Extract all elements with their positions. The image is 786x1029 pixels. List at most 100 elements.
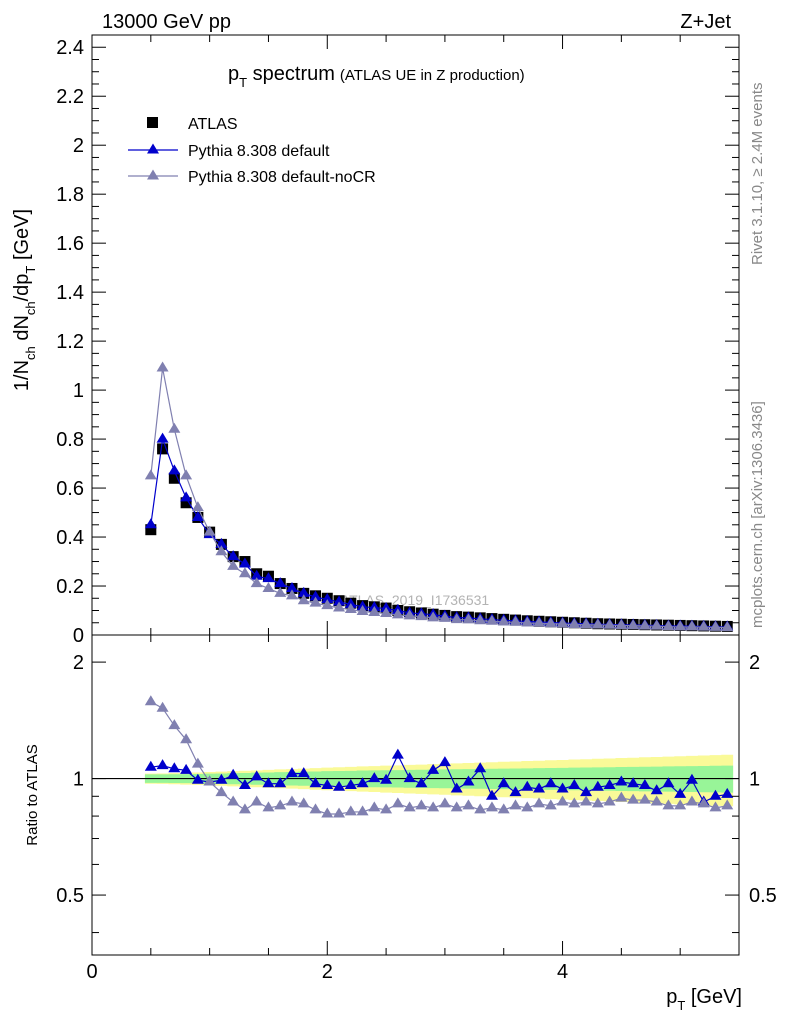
ratio-marker-pythia-8-308-default-nocr xyxy=(603,795,616,806)
ylabel-b: dN xyxy=(11,315,33,346)
marker-pythia-8-308-default-nocr xyxy=(709,620,722,631)
legend-atlas-label: ATLAS xyxy=(188,116,238,133)
ratio-y-tick-label: 2 xyxy=(73,652,84,674)
chart-title: pT spectrum (ATLAS UE in Z production) xyxy=(228,63,525,90)
main-series-layer xyxy=(144,361,734,632)
ratio-marker-pythia-8-308-default xyxy=(180,763,193,774)
ratio-marker-pythia-8-308-default-nocr xyxy=(674,799,687,810)
ratio-marker-pythia-8-308-default-nocr xyxy=(344,805,357,816)
marker-pythia-8-308-default-nocr xyxy=(344,603,357,614)
ratio-marker-pythia-8-308-default-nocr xyxy=(438,797,451,808)
marker-pythia-8-308-default xyxy=(250,569,263,580)
ratio-marker-pythia-8-308-default-nocr xyxy=(156,701,169,712)
ratio-y-tick-label-right: 0.5 xyxy=(749,885,777,907)
ratio-marker-pythia-8-308-default xyxy=(474,762,487,773)
ratio-marker-pythia-8-308-default-nocr xyxy=(521,801,534,812)
marker-pythia-8-308-default-nocr xyxy=(533,616,546,627)
ylabel-a: 1/N xyxy=(11,360,33,391)
ratio-marker-pythia-8-308-default xyxy=(415,777,428,788)
ratio-marker-pythia-8-308-default xyxy=(274,777,287,788)
ratio-marker-pythia-8-308-default xyxy=(544,777,557,788)
ratio-marker-pythia-8-308-default xyxy=(662,777,675,788)
main-y-tick-label: 2 xyxy=(73,135,84,157)
marker-pythia-8-308-default-nocr xyxy=(627,619,640,630)
ratio-marker-pythia-8-308-default-nocr xyxy=(285,795,298,806)
main-y-tick-label: 1 xyxy=(73,380,84,402)
main-y-tick-label: 0 xyxy=(73,625,84,647)
ratio-marker-pythia-8-308-default-nocr xyxy=(321,807,334,818)
marker-pythia-8-308-default-nocr xyxy=(391,608,404,619)
ratio-marker-pythia-8-308-default xyxy=(485,789,498,800)
marker-pythia-8-308-default-nocr xyxy=(333,601,346,612)
marker-pythia-8-308-default xyxy=(333,595,346,606)
main-panel: 00.20.40.60.811.21.41.61.822.22.4 ATLAS_… xyxy=(11,34,740,647)
marker-pythia-8-308-default-nocr xyxy=(403,609,416,620)
marker-pythia-8-308-default xyxy=(274,577,287,588)
ratio-marker-pythia-8-308-default xyxy=(321,778,334,789)
marker-pythia-8-308-default-nocr xyxy=(238,567,251,578)
marker-pythia-8-308-default-nocr xyxy=(156,361,169,372)
ratio-marker-pythia-8-308-default xyxy=(309,777,322,788)
ratio-marker-pythia-8-308-default-nocr xyxy=(180,733,193,744)
legend: ATLAS Pythia 8.308 default Pythia 8.308 … xyxy=(128,116,376,186)
marker-atlas xyxy=(180,497,192,509)
ratio-marker-pythia-8-308-default xyxy=(533,782,546,793)
marker-pythia-8-308-default-nocr xyxy=(191,501,204,512)
ratio-y-axis: 0.5 0.5 1 1 2 2 xyxy=(56,652,777,934)
marker-pythia-8-308-default-nocr xyxy=(650,619,663,630)
ratio-marker-pythia-8-308-default-nocr xyxy=(721,799,734,810)
ylabel-b-sub: ch xyxy=(23,301,38,315)
ratio-marker-pythia-8-308-default-nocr xyxy=(144,695,157,706)
ratio-marker-pythia-8-308-default xyxy=(191,773,204,784)
ratio-marker-pythia-8-308-default xyxy=(333,780,346,791)
main-y-tick-label: 1.8 xyxy=(56,184,84,206)
ratio-marker-pythia-8-308-default-nocr xyxy=(509,799,522,810)
main-y-tick-label: 0.2 xyxy=(56,576,84,598)
marker-pythia-8-308-default-nocr xyxy=(168,422,181,433)
marker-pythia-8-308-default-nocr xyxy=(685,620,698,631)
xlabel-rest: [GeV] xyxy=(685,986,742,1008)
ratio-y-tick-label-right: 1 xyxy=(749,769,760,791)
ratio-marker-pythia-8-308-default-nocr xyxy=(215,786,228,797)
ratio-marker-pythia-8-308-default-nocr xyxy=(415,799,428,810)
ratio-marker-pythia-8-308-default-nocr xyxy=(356,805,369,816)
marker-pythia-8-308-default-nocr xyxy=(521,616,534,627)
title-note: (ATLAS UE in Z production) xyxy=(340,67,525,84)
ratio-marker-pythia-8-308-default-nocr xyxy=(556,795,569,806)
marker-pythia-8-308-default-nocr xyxy=(580,618,593,629)
marker-pythia-8-308-default-nocr xyxy=(544,617,557,628)
marker-pythia-8-308-default-nocr xyxy=(215,545,228,556)
ratio-marker-pythia-8-308-default xyxy=(462,775,475,786)
ratio-marker-pythia-8-308-default xyxy=(344,778,357,789)
x-tick-label: 2 xyxy=(322,961,333,983)
ratio-x-axis: 0 2 4 xyxy=(86,635,740,983)
main-y-tick-label: 0.6 xyxy=(56,478,84,500)
main-y-tick-label: 2.4 xyxy=(56,37,84,59)
ratio-marker-pythia-8-308-default xyxy=(650,784,663,795)
xlabel-main: p xyxy=(666,986,677,1008)
marker-pythia-8-308-default-nocr xyxy=(297,594,310,605)
marker-pythia-8-308-default-nocr xyxy=(485,614,498,625)
ratio-marker-pythia-8-308-default-nocr xyxy=(403,801,416,812)
title-main: p xyxy=(228,63,239,85)
title-rest: spectrum xyxy=(247,63,335,85)
x-axis-label: pT [GeV] xyxy=(666,986,742,1013)
legend-default-marker xyxy=(147,143,159,154)
marker-pythia-8-308-default-nocr xyxy=(203,525,216,536)
marker-atlas xyxy=(145,524,157,536)
ratio-marker-pythia-8-308-default-nocr xyxy=(203,775,216,786)
process-label: Z+Jet xyxy=(680,11,731,33)
ratio-marker-pythia-8-308-default-nocr xyxy=(262,801,275,812)
marker-pythia-8-308-default xyxy=(262,572,275,583)
ratio-y-tick-label-right: 2 xyxy=(749,652,760,674)
ratio-marker-pythia-8-308-default-nocr xyxy=(368,801,381,812)
marker-pythia-8-308-default-nocr xyxy=(356,604,369,615)
ratio-marker-pythia-8-308-default xyxy=(262,777,275,788)
ratio-marker-pythia-8-308-default-nocr xyxy=(238,803,251,814)
ratio-marker-pythia-8-308-default xyxy=(438,756,451,767)
marker-pythia-8-308-default-nocr xyxy=(638,619,651,630)
marker-pythia-8-308-default-nocr xyxy=(415,610,428,621)
main-y-tick-label: 1.6 xyxy=(56,233,84,255)
legend-default-label: Pythia 8.308 default xyxy=(188,143,330,160)
